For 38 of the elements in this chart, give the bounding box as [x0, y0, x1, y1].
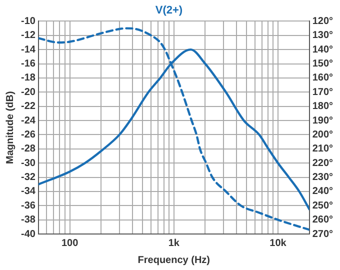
y-axis-title: Magnitude (dB) [4, 91, 16, 164]
y-tick-label: -22 [21, 101, 36, 112]
x-tick-label: 10k [270, 238, 287, 249]
y-tick-label: -18 [21, 72, 36, 84]
y-tick-label: -12 [21, 30, 36, 42]
x-tick-label: 1k [168, 238, 180, 249]
x-axis-title: Frequency (Hz) [138, 254, 210, 266]
y2-tick-label: 130° [312, 30, 334, 42]
y2-tick-label: 140° [312, 44, 334, 56]
y2-tick-label: 120° [312, 16, 334, 27]
y-tick-label: -10 [21, 16, 36, 27]
y-tick-label: -40 [21, 228, 36, 240]
y2-tick-label: 160° [312, 72, 334, 84]
y2-tick-label: 230° [312, 172, 334, 184]
y-tick-label: -36 [21, 200, 36, 212]
y-tick-label: -24 [21, 115, 36, 126]
y2-tick-label: 250° [312, 200, 334, 212]
y-tick-label: -32 [21, 172, 36, 184]
y2-tick-label: 150° [312, 58, 334, 70]
y2-tick-label: 240° [312, 186, 334, 198]
y-tick-label: -30 [21, 158, 36, 169]
x-tick-label: 100 [61, 238, 79, 249]
chart-title: V(2+) [155, 4, 183, 17]
y-tick-label: -26 [21, 129, 36, 140]
y-tick-label: -28 [21, 144, 36, 155]
y-tick-label: -38 [21, 214, 36, 226]
y2-tick-label: 220° [312, 158, 334, 169]
y2-tick-label: 180° [312, 101, 334, 112]
y2-tick-label: 270° [312, 228, 334, 240]
y2-tick-label: 190° [312, 115, 334, 126]
y-tick-label: -20 [21, 86, 36, 98]
y2-tick-label: 260° [312, 214, 334, 226]
y2-tick-label: 210° [312, 144, 334, 155]
y2-tick-label: 200° [312, 129, 334, 140]
y-tick-label: -14 [21, 44, 36, 56]
y-tick-label: -34 [21, 186, 36, 198]
y-tick-label: -16 [21, 58, 36, 70]
y2-tick-label: 170° [312, 86, 334, 98]
